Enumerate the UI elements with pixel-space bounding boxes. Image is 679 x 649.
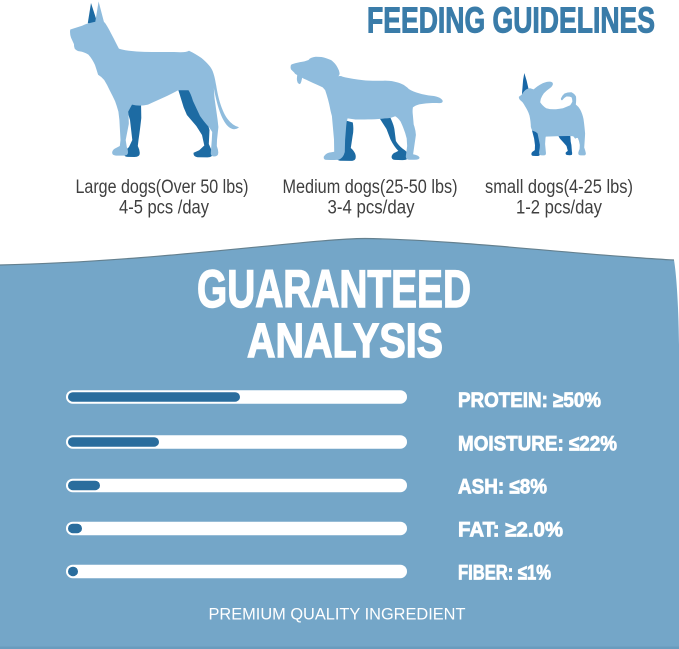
svg-text:PROTEIN: ≥50%: PROTEIN: ≥50% [458,389,601,412]
svg-text:3-4 pcs/day: 3-4 pcs/day [328,198,415,219]
svg-text:Large dogs(Over 50 lbs): Large dogs(Over 50 lbs) [76,177,249,198]
svg-text:4-5 pcs /day: 4-5 pcs /day [119,198,209,219]
svg-text:ANALYSIS: ANALYSIS [247,315,443,368]
svg-text:GUARANTEED: GUARANTEED [197,260,471,319]
svg-text:FIBER: ≤1%: FIBER: ≤1% [458,562,551,585]
svg-text:small dogs(4-25 lbs): small dogs(4-25 lbs) [485,177,633,198]
svg-text:1-2 pcs/day: 1-2 pcs/day [516,198,602,219]
svg-text:MOISTURE: ≤22%: MOISTURE: ≤22% [458,433,617,456]
svg-text:Medium dogs(25-50 lbs): Medium dogs(25-50 lbs) [283,177,458,198]
svg-text:PREMIUM QUALITY INGREDIENT: PREMIUM QUALITY INGREDIENT [209,605,466,624]
svg-text:FAT: ≥2.0%: FAT: ≥2.0% [458,519,563,542]
svg-text:FEEDING GUIDELINES: FEEDING GUIDELINES [367,0,655,41]
svg-text:ASH: ≤8%: ASH: ≤8% [458,476,547,499]
